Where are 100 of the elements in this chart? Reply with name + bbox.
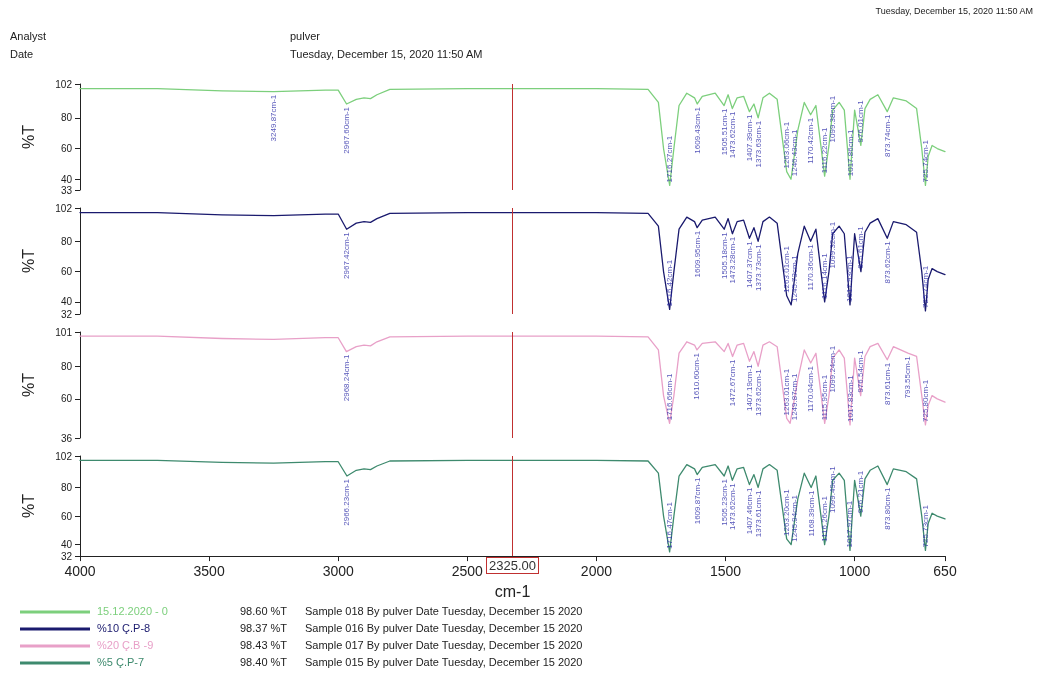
annotation: 1716.47cm-1 [665,501,675,549]
annotation: 1407.46cm-1 [744,487,754,535]
annotation: 873.62cm-1 [882,240,892,284]
text: pulver [290,30,320,42]
text: Sample 015 By pulver Date Tuesday, December 15 2020 [305,656,583,668]
annotation: 793.55cm-1 [903,355,913,399]
y-axis-title: %T [19,372,37,397]
annotation: 1249.87cm-1 [790,373,800,421]
y-tick-label: 80 [60,360,73,372]
text: 98.37 %T [240,622,288,634]
y-tick-label: 80 [60,235,73,247]
y-axis-title: %T [19,124,37,149]
annotation: 1099.32cm-1 [828,221,838,269]
annotation: 1609.43cm-1 [692,106,702,154]
annotation: 1017.86cm-1 [845,129,855,177]
annotation: 1373.61cm-1 [753,489,763,538]
y-tick-label: 32 [60,308,73,320]
annotation: 1017.93cm-1 [845,254,855,302]
y-tick-label: 102 [55,202,73,214]
annotation: 1716.42cm-1 [665,259,675,307]
text: Sample 018 By pulver Date Tuesday, December 15 2020 [305,605,583,617]
text: %5 Ç.P-7 [97,656,145,668]
y-tick-label: 102 [55,78,73,90]
annotation: 976.21cm-1 [856,470,866,514]
annotation: 1116.22cm-1 [820,127,830,174]
x-tick-label: 1500 [709,563,742,580]
annotation: 1170.42cm-1 [806,117,816,164]
y-tick-label: 40 [60,296,73,308]
y-tick-label: 80 [60,481,73,493]
annotation: 2968.24cm-1 [341,354,351,402]
x-tick-label: 1000 [839,563,871,580]
annotation: 1168.39cm-1 [806,489,816,537]
annotation: 1609.87cm-1 [692,477,702,525]
annotation: 2967.60cm-1 [342,106,352,154]
annotation: 1116.26cm-1 [820,495,830,542]
text: %10 Ç.P-8 [97,622,151,634]
ref-line-label: 2325.00 [489,558,536,574]
annotation: 1115.95cm-1 [820,374,830,421]
text: Tuesday, December 15, 2020 11:50 AM [290,48,483,60]
annotation: 3249.87cm-1 [269,94,279,142]
y-tick-label: 60 [60,393,73,405]
annotation: 1505.51cm-1 [719,107,729,156]
y-tick-label: 40 [60,173,73,185]
annotation: 1609.95cm-1 [692,230,702,278]
y-axis-title: %T [19,493,37,519]
annotation: 725.80cm-1 [920,379,930,422]
x-axis-title: cm-1 [494,582,531,600]
y-tick-label: 80 [60,112,73,124]
annotation: 1610.60cm-1 [692,352,702,400]
y-tick-label: 60 [60,143,73,155]
annotation: 1407.39cm-1 [744,114,754,162]
text: Sample 016 By pulver Date Tuesday, December 15 2020 [305,622,583,634]
annotation: 873.61cm-1 [882,362,892,405]
annotation: 1373.73cm-1 [753,243,763,292]
annotation: 1017.97cm-1 [845,500,855,548]
y-tick-label: 32 [60,550,73,562]
x-tick-label: 650 [933,563,957,580]
annotation: 1099.38cm-1 [828,95,838,143]
annotation: 1099.24cm-1 [828,345,838,393]
annotation: 1407.19cm-1 [744,363,754,412]
annotation: 1473.62cm-1 [727,111,737,159]
annotation: 1716.27cm-1 [665,135,675,183]
annotation: 976.54cm-1 [856,349,866,393]
text: 98.60 %T [240,605,288,617]
annotation: 1263.01cm-1 [782,368,792,416]
annotation: 1373.62cm-1 [753,368,763,416]
text: Tuesday, December 15, 2020 11:50 AM [875,6,1033,16]
y-tick-label: 60 [60,266,73,278]
annotation: 1473.28cm-1 [727,236,737,284]
annotation: 1263.01cm-1 [782,245,792,293]
y-tick-label: 36 [60,432,73,444]
y-tick-label: 102 [55,450,73,462]
annotation: 1099.49cm-1 [828,465,838,514]
text: 98.40 %T [240,656,288,668]
annotation: 1716.66cm-1 [665,373,675,421]
annotation: 1263.06cm-1 [782,121,792,169]
x-tick-label: 3500 [193,563,225,580]
text: Date [10,48,34,60]
annotation: 725.73cm-1 [920,504,930,548]
annotation: 725.74cm-1 [920,265,930,308]
annotation: 725.74cm-1 [920,139,930,183]
text: Sample 017 By pulver Date Tuesday, December 15 2020 [305,639,583,651]
annotation: 1245.73cm-1 [790,254,800,302]
x-tick-label: 3000 [322,563,354,580]
y-axis-title: %T [19,248,37,273]
annotation: 873.74cm-1 [882,114,892,157]
x-tick-label: 2000 [580,563,613,580]
text: %20 Ç.B -9 [97,639,154,651]
annotation: 873.80cm-1 [882,487,892,530]
x-tick-label: 4000 [64,563,96,580]
x-tick-label: 2500 [451,563,484,580]
y-tick-label: 33 [60,184,73,196]
text: Analyst [10,30,47,42]
text: 15.12.2020 - 0 [97,605,168,617]
annotation: 1246.43cm-1 [790,129,800,177]
y-tick-label: 40 [60,539,73,551]
annotation: 976.01cm-1 [856,99,866,143]
annotation: 1373.63cm-1 [753,120,763,168]
annotation: 1245.94cm-1 [790,494,800,542]
annotation: 1473.62cm-1 [727,482,737,531]
